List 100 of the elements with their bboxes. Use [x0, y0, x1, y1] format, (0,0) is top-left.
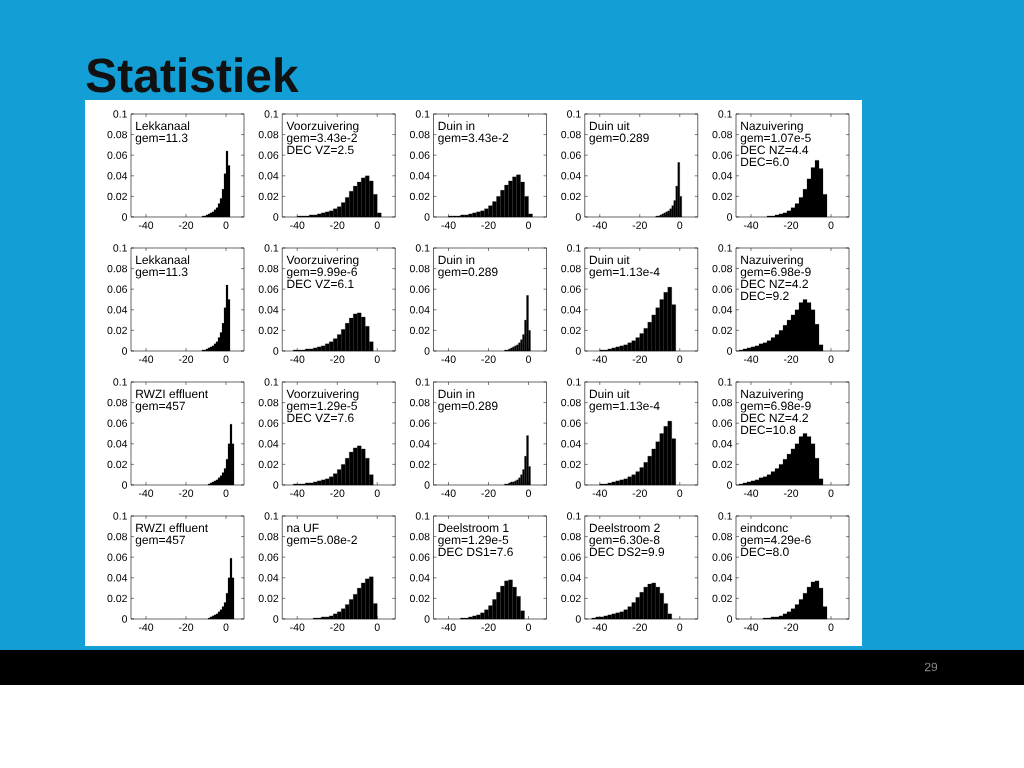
x-tick-label: 0: [223, 623, 229, 631]
text: Voorzuivering: [286, 389, 359, 401]
y-tick-label: 0.08: [409, 264, 430, 273]
y-tick-label: 0.04: [409, 440, 430, 448]
y-tick-label: 0.1: [113, 244, 127, 252]
annotation: DEC=10.8: [741, 425, 796, 435]
annotation: gem=457: [135, 401, 185, 413]
annotation: DEC NZ=4.2: [741, 279, 808, 289]
x-tick-label: 0: [828, 355, 834, 363]
chart-title: Deelstroom 1: [438, 523, 509, 533]
y-tick-label: 0.1: [718, 378, 732, 386]
y-tick-label: 0.1: [567, 512, 581, 520]
y-tick-label: 0.04: [107, 574, 128, 582]
y-tick-label: 0.04: [712, 172, 733, 180]
y-tick-label: 0.08: [107, 130, 128, 139]
y-tick-label: 0.04: [409, 306, 430, 314]
annotation: gem=1.07e-5: [740, 133, 811, 145]
y-tick-label: 0.08: [712, 264, 733, 273]
y-tick-label: 0: [575, 481, 581, 489]
x-tick-label: 0: [526, 221, 532, 229]
y-tick-label: 0.1: [415, 378, 430, 386]
annotation: gem=4.29e-6: [740, 535, 811, 547]
y-tick-label: 0: [727, 347, 733, 355]
y-tick-label: 0.06: [561, 285, 581, 293]
x-tick-label: -20: [632, 221, 647, 229]
y-tick-label: 0.02: [409, 594, 430, 603]
y-tick-label: 0.08: [258, 130, 279, 139]
annotation: gem=1.29e-5: [438, 535, 509, 547]
x-tick-label: -20: [330, 355, 345, 363]
y-tick-label: 0.1: [567, 110, 581, 118]
y-tick-label: 0.02: [258, 326, 279, 335]
annotation: gem=0.289: [438, 267, 498, 279]
y-tick-label: 0.08: [561, 264, 581, 273]
chart-title: Lekkanaal: [136, 255, 190, 265]
x-tick-label: -20: [178, 489, 194, 497]
y-tick-label: 0.04: [561, 306, 581, 314]
y-tick-label: 0: [122, 213, 128, 221]
x-tick-label: -40: [290, 489, 305, 497]
x-tick-label: -20: [178, 355, 194, 363]
y-tick-label: 0.08: [409, 130, 430, 139]
x-tick-label: -40: [441, 221, 456, 229]
annotation: gem=1.13e-4: [589, 267, 660, 279]
y-tick-label: 0.02: [561, 594, 581, 603]
y-tick-label: 0.1: [264, 110, 279, 118]
text: Voorzuivering: [286, 121, 359, 133]
y-tick-label: 0.08: [712, 130, 733, 139]
annotation: gem=11.3: [135, 267, 188, 279]
y-tick-label: 0.06: [107, 419, 128, 427]
x-tick-label: 0: [374, 355, 380, 363]
y-tick-label: 0.08: [409, 398, 430, 407]
text: Nazuivering: [741, 389, 803, 401]
y-tick-label: 0.06: [258, 553, 279, 561]
y-tick-label: 0: [273, 481, 279, 489]
y-tick-label: 0.08: [258, 264, 279, 273]
y-tick-label: 0.04: [409, 172, 430, 180]
x-tick-label: 0: [526, 489, 532, 497]
x-tick-label: -40: [743, 623, 759, 631]
y-tick-label: 0.06: [712, 419, 733, 427]
y-tick-label: 0.08: [712, 398, 733, 407]
y-tick-label: 0.08: [107, 532, 128, 541]
y-tick-label: 0.1: [264, 512, 279, 520]
y-tick-label: 0.02: [712, 594, 732, 603]
y-tick-label: 0.06: [712, 285, 733, 293]
y-tick-label: 0.06: [258, 419, 279, 427]
chart-title: Lekkanaal: [136, 121, 190, 131]
y-tick-label: 0.08: [712, 532, 733, 541]
y-tick-label: 0.1: [113, 378, 127, 386]
x-tick-label: -20: [178, 221, 194, 229]
y-tick-label: 0.08: [561, 532, 581, 541]
y-tick-label: 0.04: [712, 306, 733, 314]
y-tick-label: 0.08: [107, 398, 128, 407]
y-tick-label: 0.04: [258, 172, 279, 180]
annotation: DEC=8.0: [741, 547, 789, 557]
y-tick-label: 0.04: [107, 172, 128, 180]
x-tick-label: -40: [592, 623, 607, 631]
x-tick-label: 0: [223, 489, 229, 497]
chart-title: Duin uit: [589, 255, 630, 265]
text: Voorzuivering: [286, 255, 359, 267]
y-tick-label: 0.04: [107, 440, 128, 448]
y-tick-label: 0.04: [258, 306, 279, 314]
y-tick-label: 0: [727, 213, 733, 221]
annotation: DEC DS2=9.9: [589, 547, 665, 557]
chart-title: Duin in: [438, 121, 475, 131]
annotation: DEC DS1=7.6: [438, 547, 513, 557]
y-tick-label: 0.06: [107, 151, 128, 159]
text: Nazuivering: [741, 121, 803, 133]
y-tick-label: 0.1: [113, 512, 127, 520]
y-tick-label: 0: [575, 615, 581, 623]
y-tick-label: 0.1: [264, 244, 279, 252]
y-tick-label: 0.04: [561, 440, 581, 448]
y-tick-label: 0.02: [561, 326, 581, 335]
y-tick-label: 0: [727, 481, 733, 489]
x-tick-label: -40: [441, 355, 456, 363]
x-tick-label: -40: [743, 489, 759, 497]
x-tick-label: 0: [677, 221, 683, 229]
x-tick-label: 0: [828, 489, 834, 497]
y-tick-label: 0.1: [718, 244, 732, 252]
y-tick-label: 0: [575, 213, 581, 221]
x-tick-label: -20: [783, 623, 799, 631]
y-tick-label: 0.1: [567, 378, 581, 386]
